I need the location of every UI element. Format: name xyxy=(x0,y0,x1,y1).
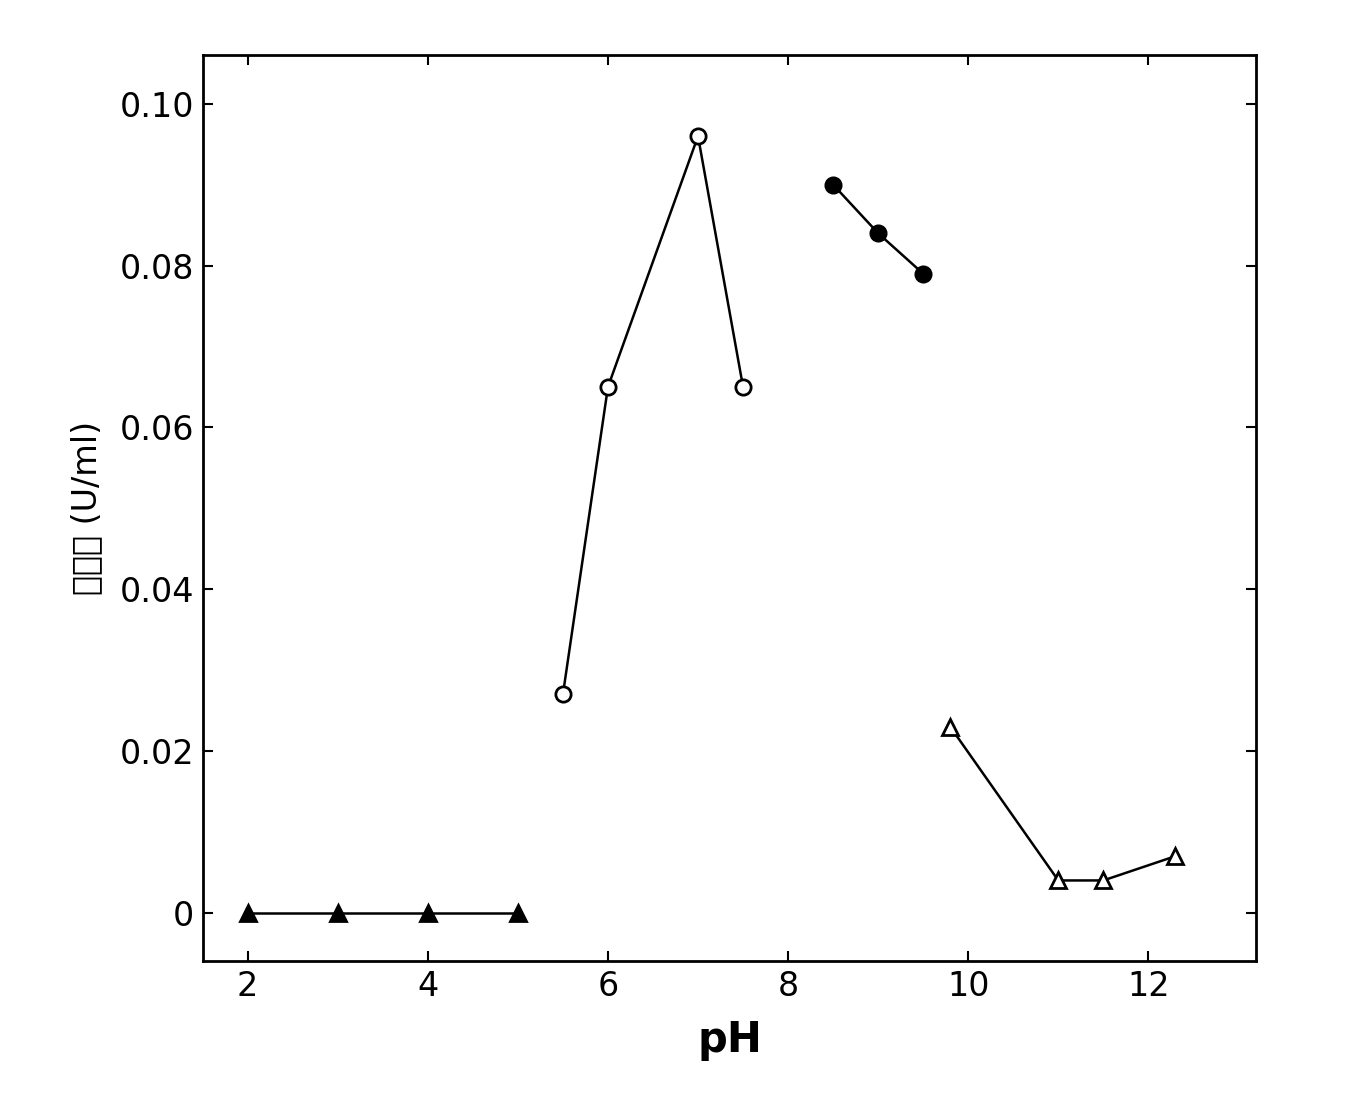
X-axis label: pH: pH xyxy=(697,1019,762,1061)
Y-axis label: 酶活性 (U/ml): 酶活性 (U/ml) xyxy=(70,421,103,596)
